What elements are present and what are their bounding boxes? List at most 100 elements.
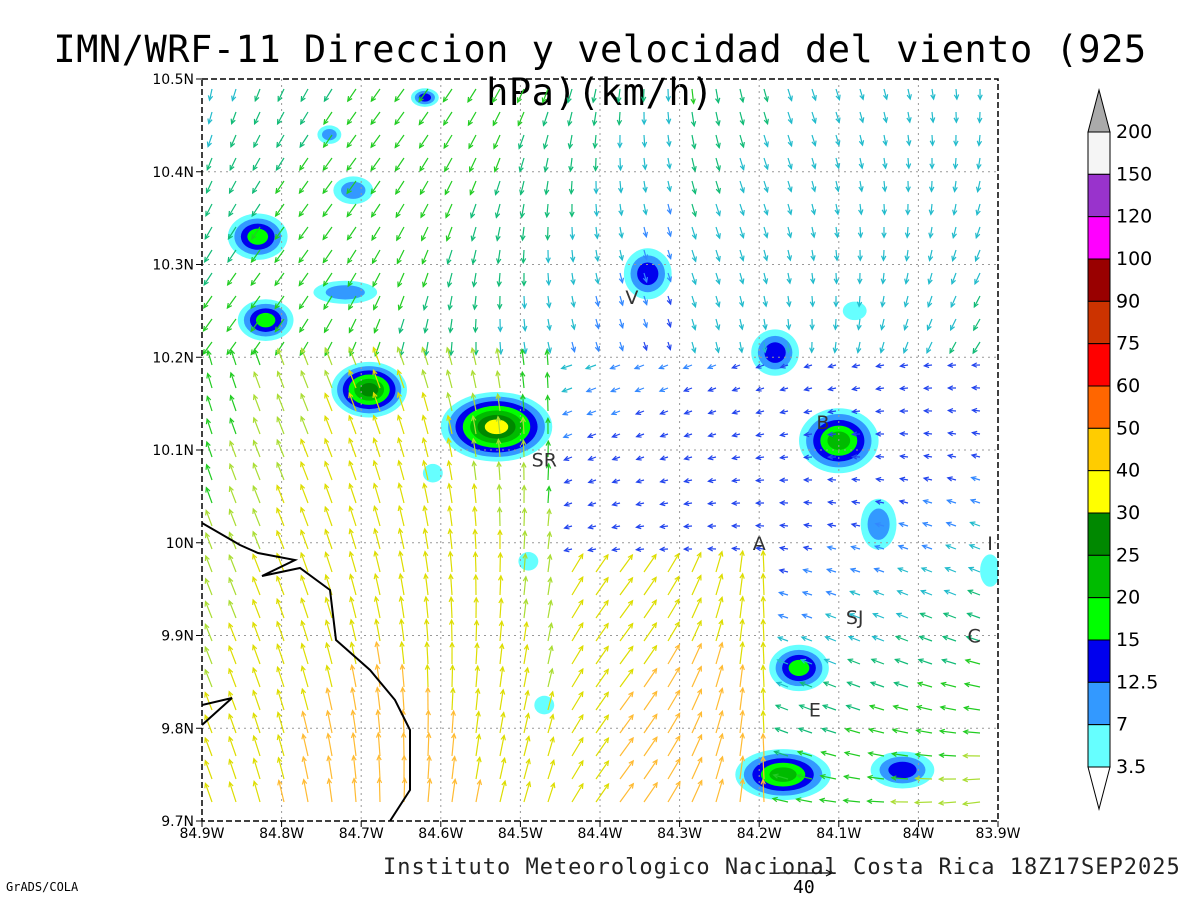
wind-vector xyxy=(707,409,717,415)
wind-vector xyxy=(691,710,703,734)
wind-vector xyxy=(593,203,600,218)
wind-vector xyxy=(898,476,909,483)
wind-vector xyxy=(448,573,454,596)
wind-vector xyxy=(760,755,766,780)
wind-vector xyxy=(937,776,957,782)
wind-vector xyxy=(471,249,477,265)
wind-vector xyxy=(797,727,813,734)
wind-vector xyxy=(691,203,697,218)
wind-vector xyxy=(706,523,717,529)
wind-vector xyxy=(875,476,885,483)
wind-vector xyxy=(755,454,765,461)
wind-vector xyxy=(666,341,672,351)
wind-vector xyxy=(522,552,528,573)
wind-vector xyxy=(850,454,861,460)
wind-vector xyxy=(949,341,957,355)
wind-vector xyxy=(300,369,309,389)
wind-vector xyxy=(642,272,649,284)
wind-vector xyxy=(473,619,480,642)
colorbar-bottom-cap xyxy=(1087,766,1111,811)
wind-vector xyxy=(518,134,525,150)
tick-label-lat: 10.4N xyxy=(152,165,194,181)
wind-vector xyxy=(970,362,981,368)
wind-vector xyxy=(421,226,429,242)
station-label-sj: SJ xyxy=(846,607,864,629)
wind-vector xyxy=(869,681,885,688)
wind-vector xyxy=(351,754,357,780)
wind-vector xyxy=(545,249,551,264)
wind-vector xyxy=(875,385,885,392)
wind-vector xyxy=(300,574,309,596)
wind-vector xyxy=(276,438,285,458)
wind-vector xyxy=(800,636,813,642)
tick-label-lon: 84.3W xyxy=(657,826,702,842)
wind-vector xyxy=(739,180,745,194)
wind-vector xyxy=(609,387,621,393)
wind-vector xyxy=(667,666,681,688)
wind-vector xyxy=(591,111,598,127)
wind-vector xyxy=(951,226,957,239)
wind-vector xyxy=(252,484,261,504)
wind-vector xyxy=(786,249,793,262)
wind-vector xyxy=(618,203,624,217)
wind-vector xyxy=(762,341,768,354)
wind-vector xyxy=(300,438,309,458)
wind-vector xyxy=(571,736,584,757)
wind-vector xyxy=(731,454,741,461)
wind-vector xyxy=(301,732,309,757)
colorbar-label: 120 xyxy=(1116,206,1152,228)
wind-vector xyxy=(858,157,864,170)
colorbar-top-cap xyxy=(1087,88,1111,133)
wind-vector xyxy=(301,778,309,803)
wind-vector xyxy=(787,203,793,216)
wind-vector xyxy=(739,226,745,240)
wind-vector xyxy=(523,666,530,688)
wind-vector xyxy=(228,462,237,481)
wind-vector xyxy=(666,226,673,238)
wind-vector xyxy=(642,341,648,352)
wind-vector xyxy=(923,453,933,460)
wind-vector xyxy=(715,226,721,240)
wind-vector xyxy=(774,704,789,711)
wind-vector xyxy=(972,341,981,355)
wind-vector xyxy=(857,226,864,239)
wind-vector xyxy=(205,509,213,527)
wind-vector xyxy=(274,203,285,218)
wind-vector xyxy=(617,134,623,149)
wind-vector xyxy=(374,663,381,688)
wind-vector xyxy=(787,111,793,125)
wind-vector xyxy=(228,735,237,757)
wind-vector xyxy=(547,667,554,688)
wind-vector xyxy=(446,249,453,265)
wind-vector xyxy=(517,88,525,104)
wind-vector xyxy=(422,504,429,527)
wind-vector xyxy=(346,111,357,126)
wind-vector xyxy=(449,641,455,665)
wind-vector xyxy=(870,658,885,665)
wind-vector xyxy=(397,436,405,458)
wind-vector xyxy=(882,111,889,124)
wind-vector xyxy=(739,663,745,688)
wind-vector xyxy=(881,203,888,216)
wind-vector xyxy=(658,364,669,370)
wind-vector xyxy=(370,134,381,149)
wind-vector xyxy=(849,590,861,596)
wind-vector xyxy=(795,797,813,803)
wind-vector xyxy=(447,505,453,527)
wind-vector xyxy=(707,386,717,392)
wind-vector xyxy=(230,111,237,125)
wind-vector xyxy=(372,272,381,288)
wind-vector xyxy=(228,180,237,195)
wind-vector xyxy=(253,348,261,366)
wind-vector xyxy=(445,369,453,389)
wind-vector xyxy=(779,386,789,392)
wind-vector xyxy=(842,798,861,804)
wind-vector xyxy=(763,157,769,171)
wind-vector xyxy=(871,635,885,642)
wind-vector xyxy=(691,574,702,596)
wind-vector xyxy=(856,341,862,354)
wind-vector xyxy=(443,111,453,126)
wind-vector xyxy=(619,553,634,573)
wind-vector xyxy=(874,522,885,528)
wind-vector xyxy=(498,597,504,619)
